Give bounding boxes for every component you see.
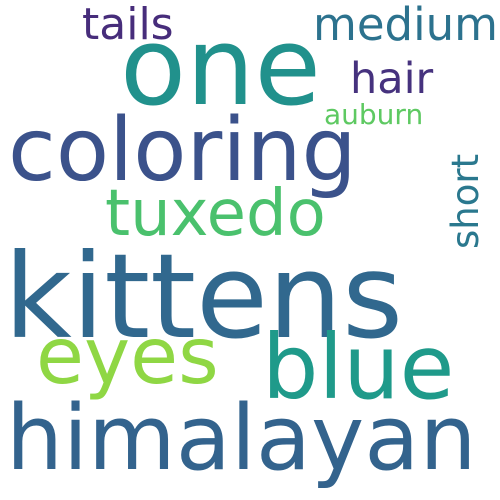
- word-tuxedo: tuxedo: [105, 177, 326, 251]
- word-coloring: coloring: [8, 99, 357, 201]
- word-blue: blue: [262, 315, 455, 419]
- word-hair: hair: [350, 54, 434, 104]
- word-one: one: [120, 5, 321, 130]
- word-himalayan: himalayan: [6, 386, 477, 491]
- word-eyes: eyes: [36, 312, 219, 402]
- word-kittens: kittens: [4, 228, 404, 365]
- word-short: short: [444, 153, 487, 249]
- word-auburn: auburn: [324, 98, 424, 131]
- word-medium: medium: [313, 0, 498, 51]
- word-tails: tails: [82, 0, 174, 50]
